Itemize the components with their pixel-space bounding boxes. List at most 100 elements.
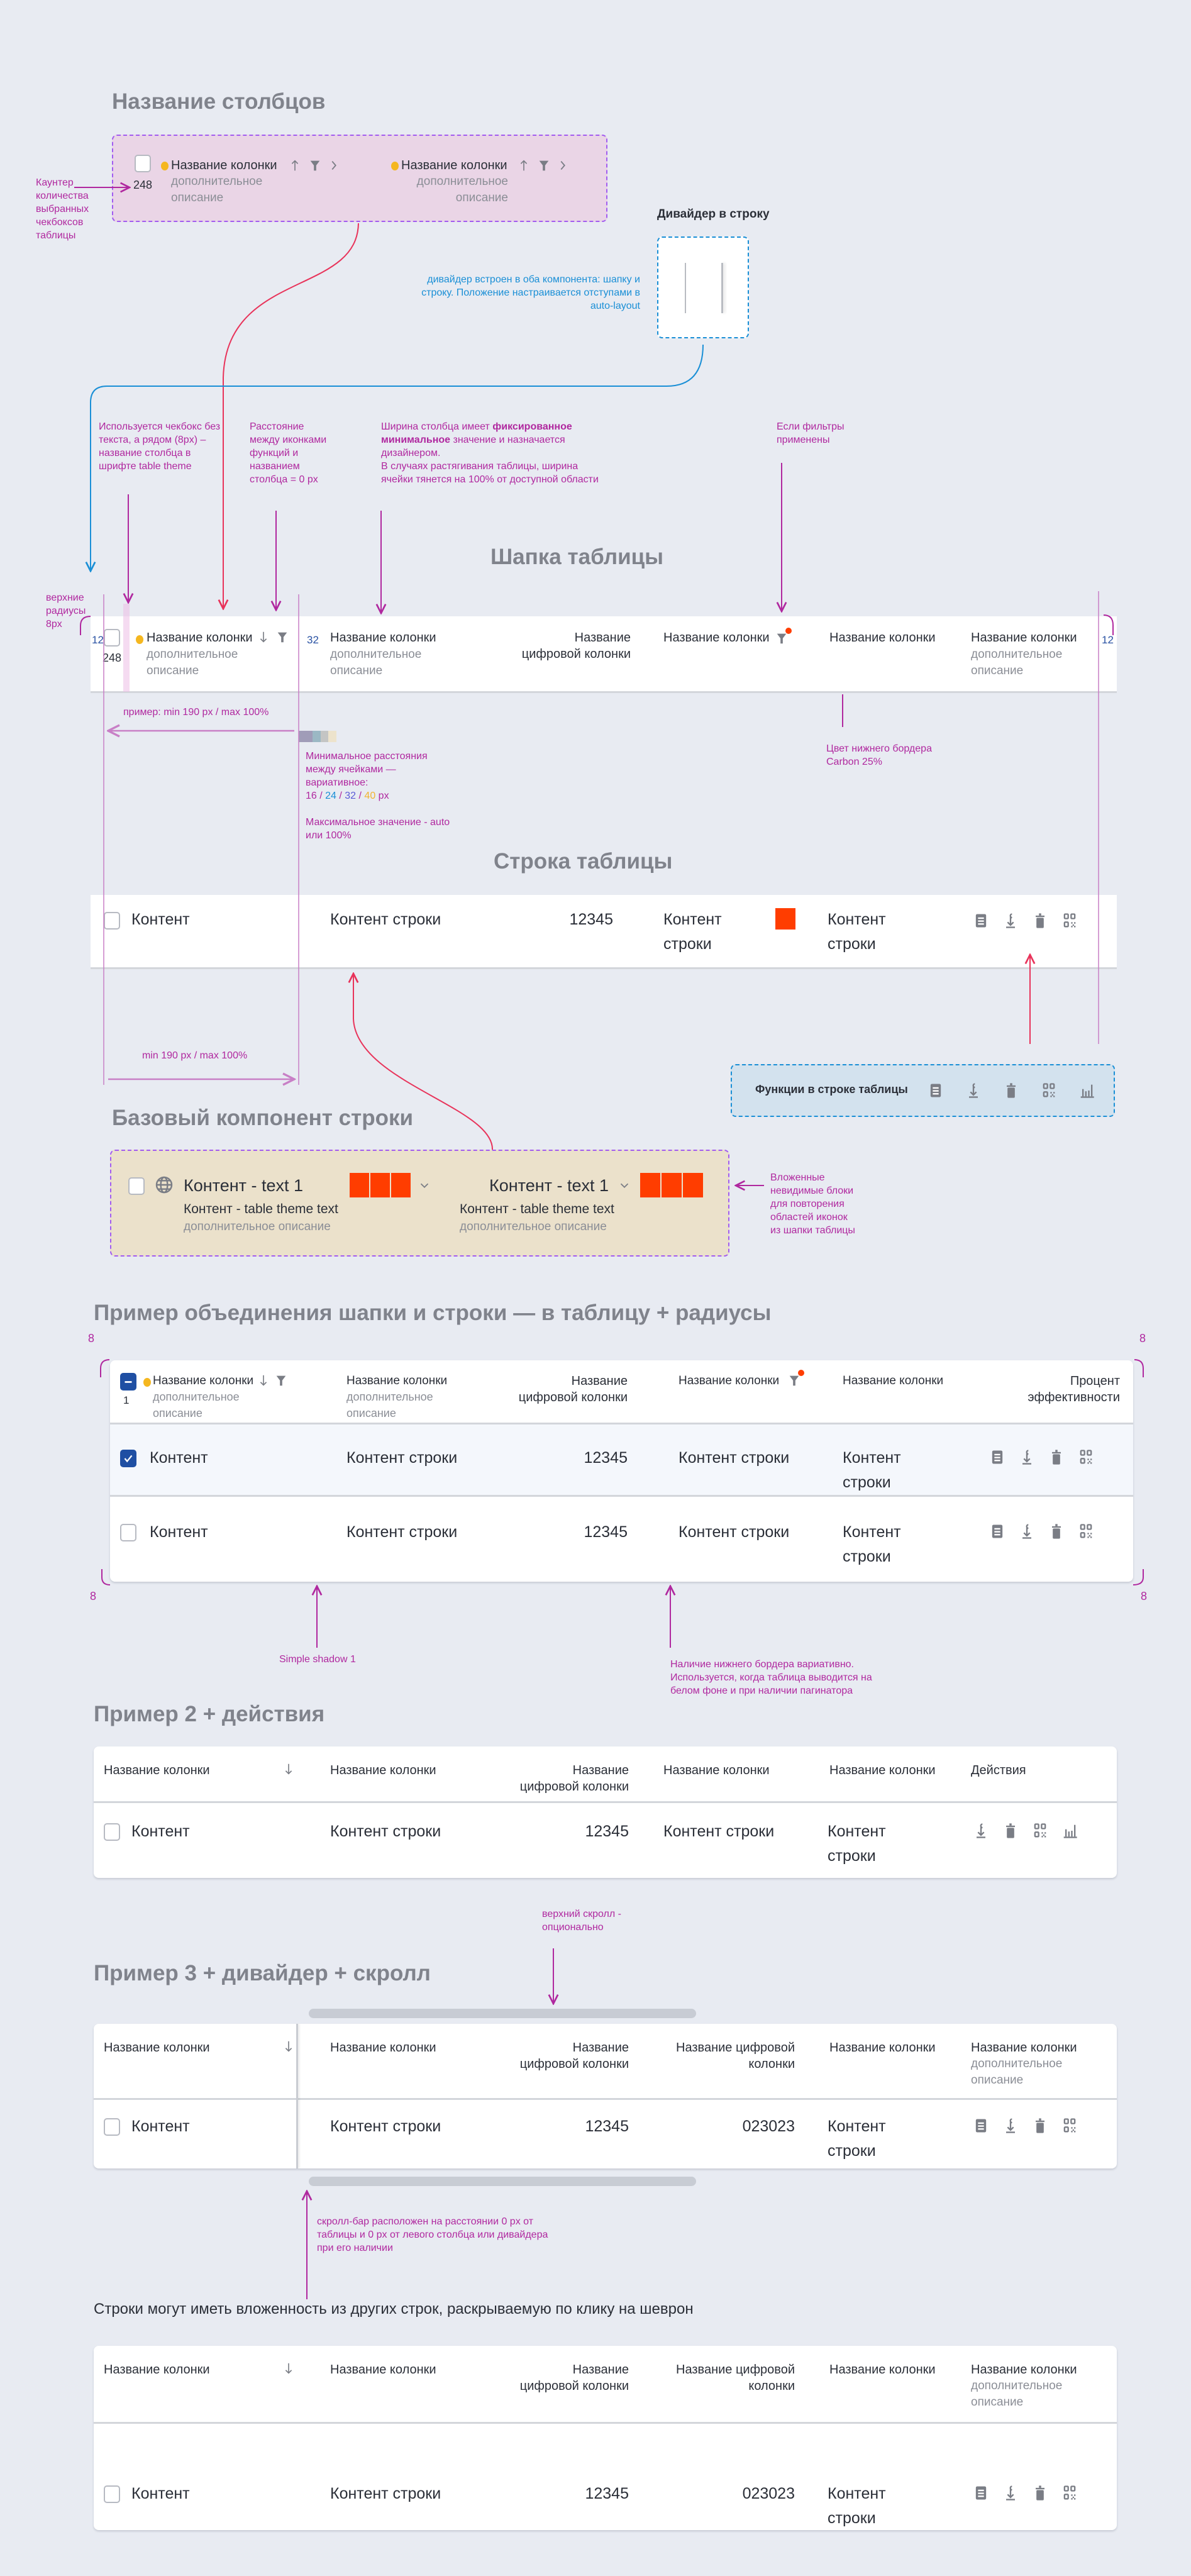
checkbox-gap-highlight: [123, 604, 130, 692]
arrow-down-icon[interactable]: [257, 1374, 270, 1387]
row-checkbox[interactable]: [128, 1177, 145, 1195]
bottom-scrollbar[interactable]: [309, 2177, 696, 2186]
chevron-right-icon[interactable]: [327, 158, 341, 172]
doc-icon[interactable]: [989, 1523, 1006, 1540]
column-desc: дополнительное описание: [147, 648, 238, 677]
cell: Контент строки: [828, 2485, 886, 2527]
filter-icon[interactable]: [537, 158, 551, 172]
select-all-checkbox[interactable]: [120, 1373, 136, 1391]
trash-icon[interactable]: [1048, 1448, 1065, 1466]
section-title-base-row: Базовый компонент строки: [112, 1106, 413, 1130]
chevron-down-icon[interactable]: [618, 1179, 631, 1192]
cell-desc: дополнительное описание: [184, 1220, 331, 1233]
sign-icon[interactable]: [965, 1082, 982, 1099]
note-text: Ширина столбца имеет: [381, 421, 493, 432]
chart-icon[interactable]: [1078, 1082, 1095, 1099]
globe-icon: [154, 1175, 174, 1195]
cell: Контент: [131, 2485, 190, 2502]
arrow-down-icon[interactable]: [282, 2040, 296, 2053]
table-example2: [94, 1746, 1117, 1878]
trash-icon[interactable]: [1002, 1822, 1019, 1840]
qr-icon[interactable]: [1040, 1082, 1058, 1099]
radius-label-tr: 8: [1139, 1332, 1146, 1345]
radius-label-bl: 8: [90, 1590, 97, 1602]
section-title-row: Строка таблицы: [494, 849, 673, 874]
table-row-selected[interactable]: [110, 1424, 1133, 1497]
row-checkbox[interactable]: [104, 2485, 120, 2503]
filter-icon[interactable]: [274, 1374, 288, 1387]
sign-icon[interactable]: [1018, 1523, 1036, 1540]
sign-icon[interactable]: [1018, 1448, 1036, 1466]
doc-icon[interactable]: [972, 2117, 990, 2135]
selected-counter: 248: [133, 179, 153, 191]
chart-icon[interactable]: [1061, 1822, 1078, 1840]
section-title-example2: Пример 2 + действия: [94, 1702, 325, 1726]
trash-icon[interactable]: [1048, 1523, 1065, 1540]
arrow-up-icon[interactable]: [288, 158, 302, 172]
row-checkbox[interactable]: [104, 912, 120, 930]
gap-values: 16 / 24 / 32 / 40 px: [306, 791, 389, 801]
section-title-column-names: Название столбцов: [112, 89, 326, 114]
row-checkbox[interactable]: [120, 1524, 136, 1541]
section-title-example1: Пример объединения шапки и строки — в та…: [94, 1301, 772, 1325]
trash-icon[interactable]: [1031, 2484, 1049, 2502]
trash-icon[interactable]: [1002, 1082, 1020, 1099]
row-checkbox[interactable]: [135, 155, 151, 172]
column-desc: дополнительное описание: [153, 1391, 240, 1419]
qr-icon[interactable]: [1077, 1523, 1095, 1540]
column-desc: дополнительное описание: [330, 648, 422, 677]
chevron-right-icon[interactable]: [556, 158, 570, 172]
row-checkbox[interactable]: [120, 1450, 136, 1467]
row-checkbox[interactable]: [104, 2118, 120, 2136]
column-width-note: Ширина столбца имеет фиксированное миним…: [381, 420, 607, 486]
cell: Контент строки: [346, 1523, 458, 1541]
cell: Контент строки: [330, 1823, 441, 1840]
top-scrollbar[interactable]: [309, 2009, 696, 2018]
doc-icon[interactable]: [989, 1448, 1006, 1466]
trash-icon[interactable]: [1031, 912, 1049, 930]
cell: Контент строки: [843, 1523, 901, 1565]
doc-icon[interactable]: [972, 2484, 990, 2502]
qr-icon[interactable]: [1031, 1822, 1049, 1840]
cell: 12345: [584, 1523, 628, 1541]
column-title: Название колонки: [829, 2041, 936, 2055]
table-row-demo: [91, 895, 1117, 969]
column-title: Название колонки: [843, 1374, 944, 1387]
cell: Контент строки: [663, 1823, 775, 1840]
cell: 12345: [585, 1823, 629, 1840]
table-header: [94, 2024, 1117, 2100]
column-title: Название колонки: [147, 631, 253, 645]
status-dot: [136, 635, 143, 644]
qr-icon[interactable]: [1061, 2484, 1078, 2502]
qr-icon[interactable]: [1077, 1448, 1095, 1466]
table-header: [94, 1746, 1117, 1803]
cell: Контент: [150, 1449, 208, 1467]
qr-icon[interactable]: [1061, 2117, 1078, 2135]
counter-note: Каунтер количества выбранных чекбоксов т…: [36, 177, 89, 241]
section-title-header: Шапка таблицы: [490, 545, 663, 569]
sign-icon[interactable]: [972, 1822, 990, 1840]
row-checkbox[interactable]: [104, 629, 120, 647]
chevron-down-icon[interactable]: [418, 1179, 431, 1192]
sign-icon[interactable]: [1002, 912, 1019, 930]
doc-icon[interactable]: [972, 912, 990, 930]
filter-icon[interactable]: [275, 630, 289, 644]
sign-icon[interactable]: [1002, 2117, 1019, 2135]
divider-line-shadow: [721, 263, 723, 313]
row-checkbox[interactable]: [104, 1823, 120, 1841]
arrow-down-icon[interactable]: [282, 2362, 296, 2375]
trash-icon[interactable]: [1031, 2117, 1049, 2135]
radius-label-br: 8: [1141, 1590, 1148, 1602]
doc-icon[interactable]: [927, 1082, 944, 1099]
arrow-down-icon[interactable]: [282, 1762, 296, 1776]
cell: 12345: [585, 2118, 629, 2135]
filter-icon[interactable]: [308, 158, 322, 172]
column-desc: дополнительное описание: [416, 175, 508, 204]
sign-icon[interactable]: [1002, 2484, 1019, 2502]
arrow-down-icon[interactable]: [257, 630, 270, 644]
column-divider[interactable]: [296, 2024, 298, 2168]
checkbox-note: Используется чекбокс без текста, а рядом…: [99, 421, 221, 472]
qr-icon[interactable]: [1061, 912, 1078, 930]
nested-block: [662, 1173, 682, 1197]
arrow-up-icon[interactable]: [517, 158, 531, 172]
